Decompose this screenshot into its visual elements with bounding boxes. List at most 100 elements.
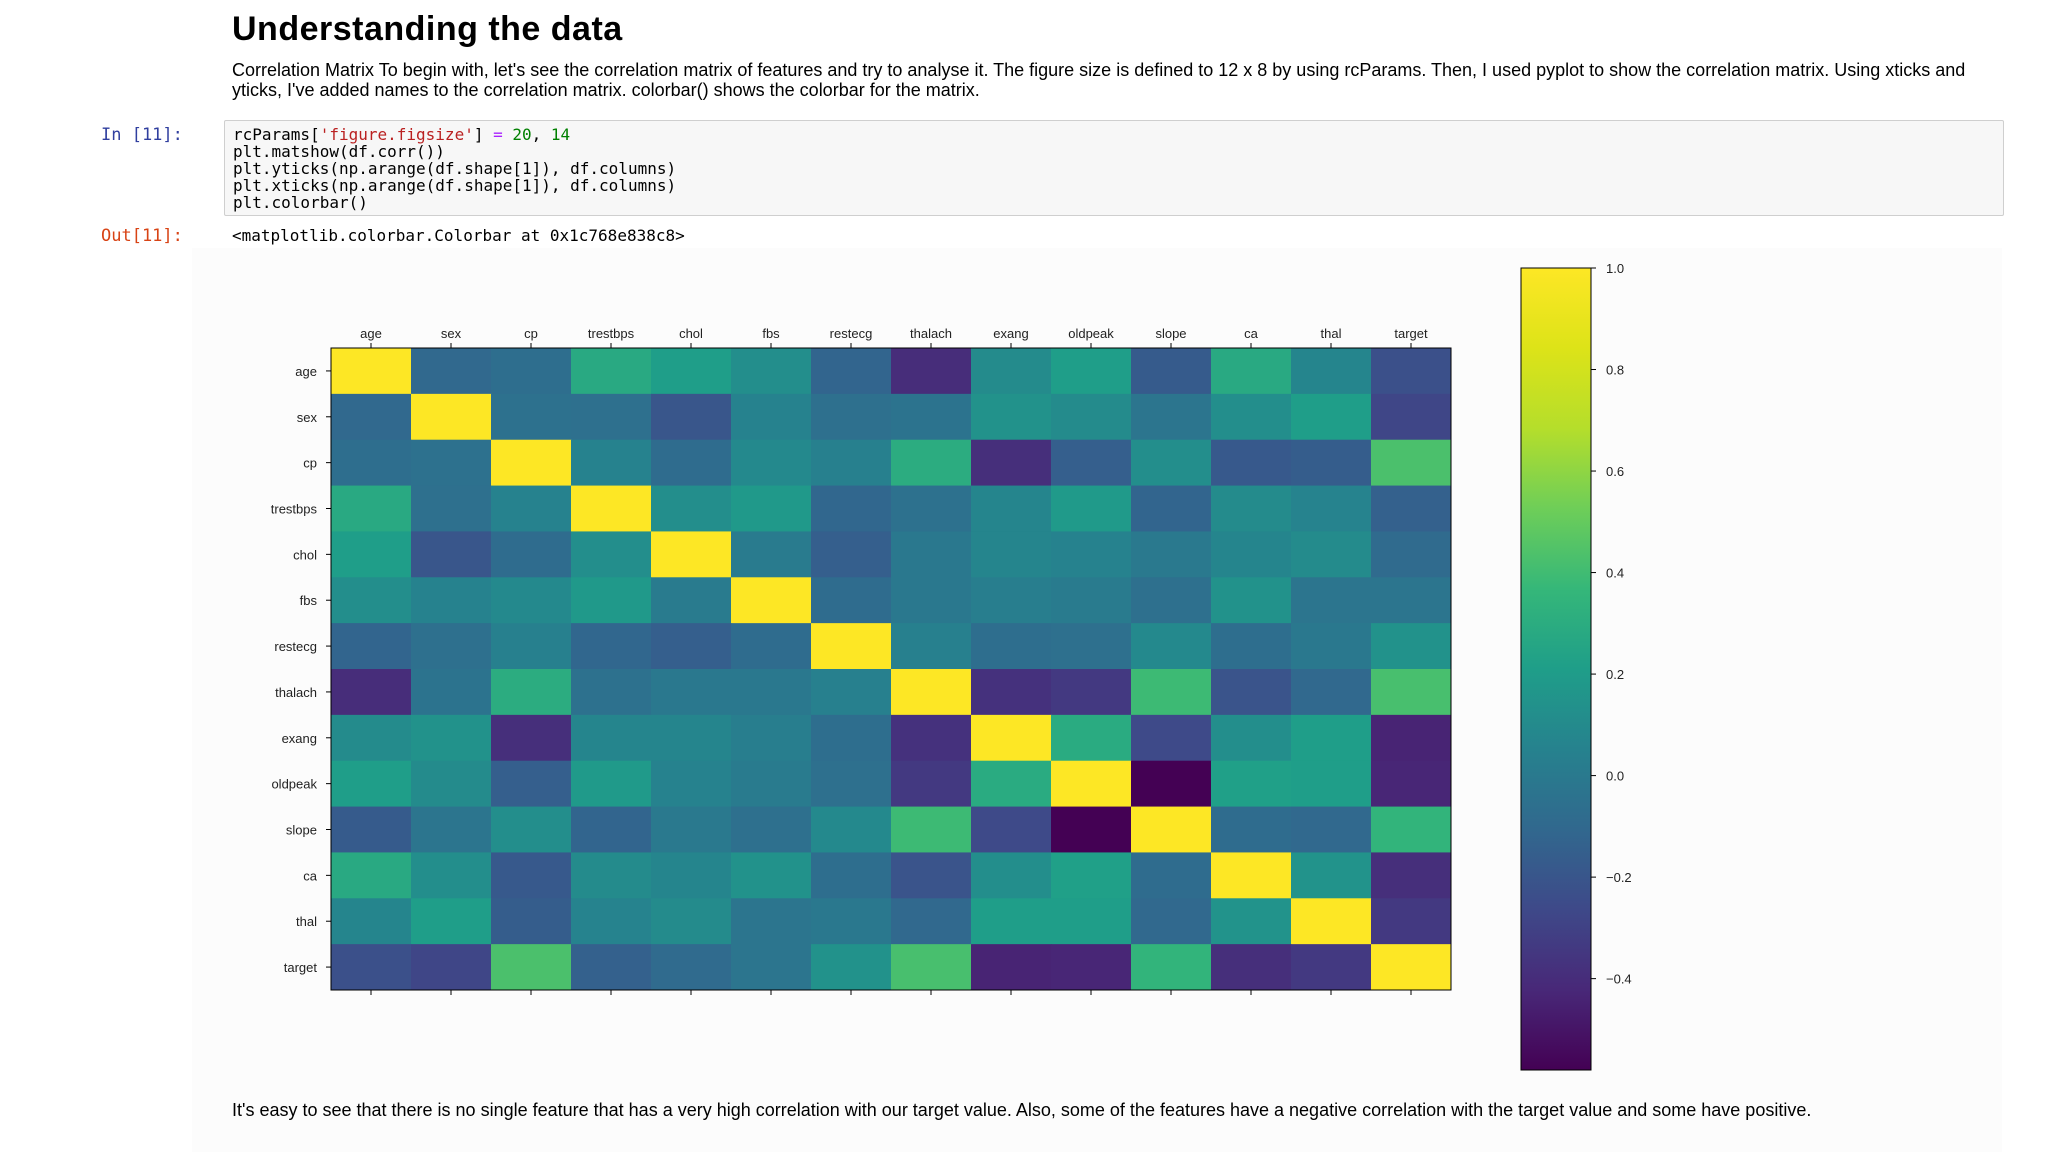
- heatmap-cell: [1211, 806, 1292, 853]
- heatmap-cell: [491, 485, 572, 532]
- heatmap-cell: [1051, 439, 1132, 487]
- heatmap-cell: [1371, 531, 1452, 578]
- heatmap-cell: [811, 439, 892, 487]
- heatmap-cell: [651, 669, 732, 716]
- heatmap-cell: [731, 623, 812, 670]
- heatmap-cell: [411, 669, 492, 716]
- heatmap-cell: [571, 623, 652, 670]
- heatmap-cell: [411, 439, 492, 487]
- heatmap-cell: [1131, 531, 1212, 578]
- heatmap-cell: [1051, 531, 1132, 578]
- heatmap-cell: [411, 348, 492, 395]
- code-string-token: 'figure.figsize': [319, 125, 474, 144]
- heatmap-cell: [731, 669, 812, 716]
- x-tick-label: cp: [524, 326, 538, 341]
- heatmap-cell: [1371, 439, 1452, 487]
- heatmap-cell: [811, 577, 892, 624]
- heatmap-cell: [571, 898, 652, 945]
- heatmap-cell: [891, 393, 972, 441]
- colorbar-tick-label: 0.2: [1606, 667, 1624, 682]
- heatmap-cell: [731, 898, 812, 945]
- heatmap-cell: [1291, 760, 1372, 808]
- heatmap-cell: [891, 623, 972, 670]
- heatmap-cell: [411, 852, 492, 899]
- heatmap-cell: [1131, 944, 1212, 991]
- heatmap-cell: [491, 852, 572, 899]
- x-tick-label: chol: [679, 326, 703, 341]
- heatmap-cell: [1211, 944, 1292, 991]
- heatmap-cell: [811, 623, 892, 670]
- heatmap-cell: [731, 439, 812, 487]
- heatmap-cell: [1211, 577, 1292, 624]
- heatmap-cell: [491, 898, 572, 945]
- heatmap-cell: [1371, 623, 1452, 670]
- heatmap-cell: [731, 714, 812, 762]
- heatmap-cell: [811, 485, 892, 532]
- y-tick-label: thal: [296, 914, 317, 929]
- heatmap-frame: [330, 347, 1452, 991]
- heatmap-cell: [571, 852, 652, 899]
- heatmap-cell: [1051, 669, 1132, 716]
- heatmap-cell: [1291, 852, 1372, 899]
- heatmap-cell: [1291, 485, 1372, 532]
- heatmap-cell: [331, 577, 412, 624]
- heatmap-cell: [891, 760, 972, 808]
- code-line-4: plt.xticks(np.arange(df.shape[1]), df.co…: [233, 176, 677, 195]
- heatmap-cell: [891, 669, 972, 716]
- heatmap-cell: [811, 393, 892, 441]
- heatmap-cell: [331, 944, 412, 991]
- heatmap-cell: [1131, 485, 1212, 532]
- code-line-3: plt.yticks(np.arange(df.shape[1]), df.co…: [233, 159, 677, 178]
- x-tick-label: thalach: [910, 326, 952, 341]
- heatmap-cell: [971, 577, 1052, 624]
- y-tick-label: cp: [303, 456, 317, 471]
- y-tick-label: target: [284, 960, 318, 975]
- heatmap-cell: [1291, 531, 1372, 578]
- heatmap-cell: [331, 393, 412, 441]
- x-tick-label: target: [1394, 326, 1428, 341]
- heatmap-cell: [1291, 577, 1372, 624]
- y-tick-label: ca: [303, 868, 318, 883]
- heatmap-cell: [1371, 760, 1452, 808]
- heatmap-cell: [811, 714, 892, 762]
- colorbar-tick-label: −0.2: [1606, 870, 1632, 885]
- heatmap-cell: [1051, 485, 1132, 532]
- heatmap-cell: [651, 806, 732, 853]
- heatmap-cell: [1131, 393, 1212, 441]
- y-tick-label: sex: [297, 410, 318, 425]
- heatmap-cell: [971, 439, 1052, 487]
- heatmap-cell: [811, 806, 892, 853]
- colorbar-tick-label: 0.8: [1606, 363, 1624, 378]
- heatmap-cell: [891, 485, 972, 532]
- x-tick-label: thal: [1321, 326, 1342, 341]
- heatmap-cell: [1131, 669, 1212, 716]
- tick-layer: age age sex sex cp cp trestbps trestbps chol chol…: [271, 326, 1428, 995]
- heatmap-cell: [1371, 852, 1452, 899]
- heatmap-cell: [1371, 348, 1452, 395]
- colorbar-ticks: 1.0 0.8 0.6 0.4 0.2 0.0 −0.2 −0.4: [1591, 261, 1632, 987]
- heatmap-cell: [1371, 898, 1452, 945]
- heatmap-cell: [1131, 760, 1212, 808]
- heatmap-cell: [731, 348, 812, 395]
- heatmap-cell: [1371, 806, 1452, 853]
- heatmap-cell: [1291, 623, 1372, 670]
- heatmap-cell: [1211, 623, 1292, 670]
- heatmap-cell: [891, 439, 972, 487]
- heatmap-cell: [1131, 714, 1212, 762]
- x-tick-label: fbs: [762, 326, 780, 341]
- colorbar: [1520, 267, 1592, 1071]
- heatmap-cell: [411, 714, 492, 762]
- code-cell[interactable]: rcParams['figure.figsize'] = 20, 14 plt.m…: [224, 120, 2004, 216]
- heatmap-cell: [1051, 714, 1132, 762]
- x-tick-label: ca: [1244, 326, 1259, 341]
- heatmap-cell: [411, 623, 492, 670]
- heatmap-cell: [331, 348, 412, 395]
- heatmap-cell: [1211, 393, 1292, 441]
- heatmap-cell: [1371, 393, 1452, 441]
- heatmap-cell: [971, 760, 1052, 808]
- heatmap-cell: [571, 760, 652, 808]
- heatmap-cell: [651, 439, 732, 487]
- x-tick-label: age: [360, 326, 382, 341]
- heatmap-cell: [411, 898, 492, 945]
- heatmap-cell: [1211, 714, 1292, 762]
